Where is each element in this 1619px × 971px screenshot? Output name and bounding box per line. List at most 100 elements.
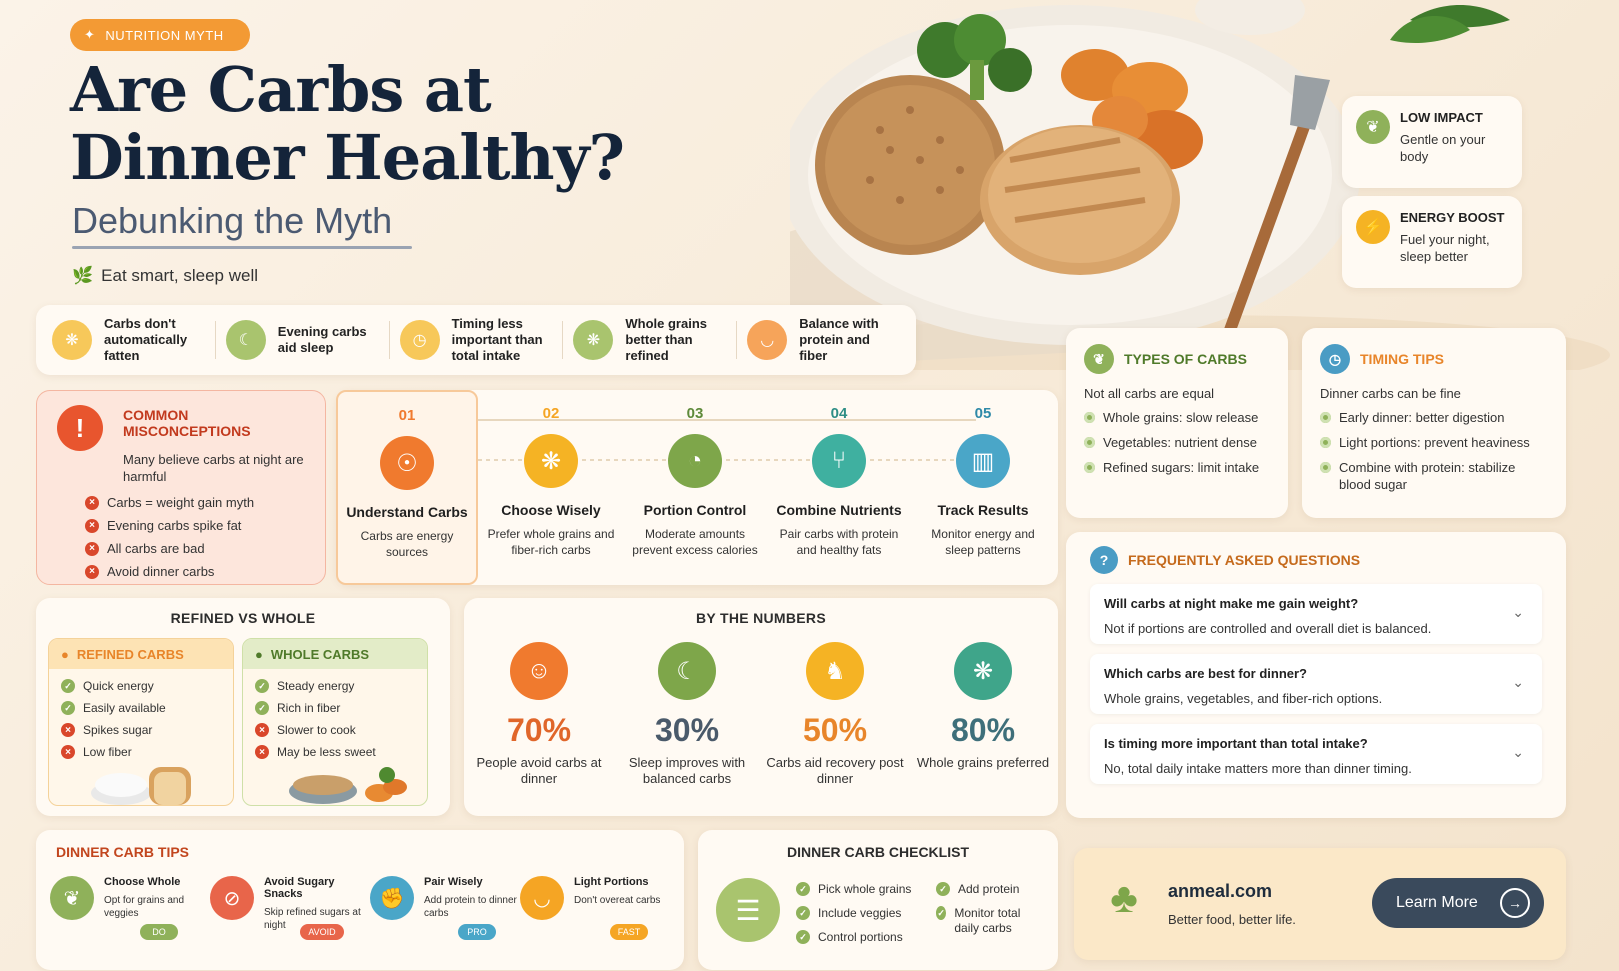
low-impact-title: LOW IMPACT (1400, 110, 1483, 125)
list-item: × May be less sweet (255, 745, 415, 759)
faq-answer: Not if portions are controlled and overa… (1104, 621, 1432, 636)
sprout-logo-icon: ♣ (1110, 874, 1138, 921)
tip-item: ⊘ Avoid Sugary Snacks Skip refined sugars… (210, 876, 370, 932)
moon-icon: ☾ (225, 320, 266, 360)
stat-desc: People avoid carbs at dinner (476, 755, 602, 786)
checklist-item[interactable]: ✓ Control portions (796, 930, 926, 945)
stat-item: ❋ 80% Whole grains preferred (910, 642, 1056, 771)
step-number: 01 (398, 407, 416, 424)
list-item-text: Combine with protein: stabilize blood su… (1339, 460, 1516, 492)
list-item-text: May be less sweet (277, 745, 376, 759)
brand-tagline: Better food, better life. (1168, 912, 1296, 927)
category-badge: ✦ NUTRITION MYTH (70, 19, 250, 51)
faq-title: FREQUENTLY ASKED QUESTIONS (1128, 552, 1361, 568)
step-number: 02 (542, 405, 560, 422)
timing-tips-card: ◷ TIMING TIPS Dinner carbs can be fine E… (1302, 328, 1566, 518)
check-icon: ✓ (255, 679, 269, 693)
fact-text: Evening carbs aid sleep (277, 324, 367, 355)
list-item: × Evening carbs spike fat (53, 518, 309, 533)
runner-icon: ♞ (806, 642, 864, 700)
people-icon: ☺ (510, 642, 568, 700)
lightning-icon: ⚡ (1356, 210, 1390, 244)
fact-item: ❋ Whole grains better than refined (573, 316, 726, 364)
fact-text: Balance with protein and fiber (799, 316, 879, 363)
refined-carbs-column: ● REFINED CARBS ✓ Quick energy ✓ Easily av… (48, 638, 234, 806)
list-item-text: Carbs = weight gain myth (107, 495, 255, 510)
check-icon: ✓ (796, 930, 810, 944)
learn-more-button[interactable]: Learn More → (1372, 878, 1544, 928)
step-desc: Carbs are energy sources (360, 529, 454, 559)
step-desc: Prefer whole grains and fiber-rich carbs (487, 527, 615, 557)
timing-lead: Dinner carbs can be fine (1320, 386, 1461, 401)
check-icon: ✓ (61, 679, 75, 693)
types-title: TYPES OF CARBS (1124, 351, 1247, 367)
wheat-icon: ❋ (52, 320, 92, 360)
fork-knife-icon: ⑂ (812, 434, 866, 488)
dinner-plate-illustration (730, 0, 1619, 395)
low-impact-card: ❦ LOW IMPACT Gentle on your body (1342, 96, 1522, 188)
page-title: Are Carbs at Dinner Healthy? (70, 53, 625, 194)
tips-title: DINNER CARB TIPS (56, 844, 190, 860)
faq-item[interactable]: Will carbs at night make me gain weight?… (1090, 584, 1542, 644)
list-item: × All carbs are bad (53, 541, 309, 556)
list-item-text: Whole grains: slow release (1103, 410, 1259, 425)
faq-item[interactable]: Is timing more important than total inta… (1090, 724, 1542, 784)
checklist-item[interactable]: ✓ Include veggies (796, 906, 926, 921)
list-item-text: Easily available (83, 701, 166, 715)
list-item: Refined sugars: limit intake (1084, 459, 1270, 476)
types-of-carbs-card: ❦ TYPES OF CARBS Not all carbs are equal… (1066, 328, 1288, 518)
list-item: ✓ Rich in fiber (255, 701, 415, 715)
leaf-icon: 🌿 (72, 266, 94, 285)
checklist-item[interactable]: ✓ Add protein (936, 882, 1048, 897)
misconceptions-card: ! COMMON MISCONCEPTIONS Many believe car… (36, 390, 326, 585)
tip-desc: Add protein to dinner carbs (424, 895, 517, 919)
refined-carbs-label: REFINED CARBS (76, 646, 184, 662)
step-name: Combine Nutrients (776, 502, 902, 518)
tip-title: Choose Whole (104, 876, 181, 888)
bullet-icon (1320, 412, 1331, 423)
list-item: Light portions: prevent heaviness (1320, 434, 1548, 451)
tagline: 🌿 Eat smart, sleep well (72, 266, 258, 286)
refined-icon: ● (61, 646, 69, 662)
list-item: × Carbs = weight gain myth (53, 495, 309, 510)
list-item-text: Quick energy (83, 679, 154, 693)
whole-grains-veggies-illustration (289, 767, 407, 804)
bowl-icon: ◡ (747, 320, 788, 360)
checklist-item-text: Monitor total daily carbs (954, 906, 1021, 935)
pie-chart-icon: ◔ (668, 434, 722, 488)
checklist-item[interactable]: ✓ Pick whole grains (796, 882, 926, 897)
check-icon: ✓ (796, 882, 810, 896)
low-impact-desc: Gentle on your body (1400, 132, 1486, 164)
whole-icon: ● (255, 646, 263, 662)
learn-more-label: Learn More (1396, 894, 1478, 911)
tip-title: Light Portions (574, 876, 649, 888)
bullet-icon (1320, 462, 1331, 473)
divider (214, 321, 216, 359)
divider (388, 321, 390, 359)
step-name: Understand Carbs (346, 504, 468, 520)
fact-item: ◡ Balance with protein and fiber (747, 316, 900, 364)
stat-value: 80% (950, 712, 1016, 748)
stat-value: 30% (654, 712, 720, 748)
fact-text: Timing less important than total intake (451, 316, 543, 363)
bowl-icon: ◡ (520, 876, 564, 920)
faq-question: Which carbs are best for dinner? (1104, 666, 1307, 681)
stat-value: 50% (802, 712, 868, 748)
check-icon: ✓ (936, 906, 947, 920)
chevron-down-icon[interactable]: ⌄ (1512, 744, 1524, 760)
sparkle-icon: ✦ (84, 27, 96, 42)
faq-answer: Whole grains, vegetables, and fiber-rich… (1104, 691, 1383, 706)
checklist-item-text: Include veggies (818, 906, 902, 920)
checklist-title: DINNER CARB CHECKLIST (787, 844, 969, 860)
list-item-text: Evening carbs spike fat (107, 518, 242, 533)
chevron-down-icon[interactable]: ⌄ (1512, 674, 1524, 690)
faq-item[interactable]: Which carbs are best for dinner? Whole g… (1090, 654, 1542, 714)
step-name: Portion Control (643, 502, 747, 518)
checklist-item-text: Add protein (958, 882, 1020, 896)
chevron-down-icon[interactable]: ⌄ (1512, 604, 1524, 620)
dinner-carb-tips-card: DINNER CARB TIPS ❦ Choose Whole Opt for g… (36, 830, 684, 970)
x-icon: × (85, 541, 99, 556)
section-title: BY THE NUMBERS (696, 610, 826, 626)
checklist-item[interactable]: ✓ Monitor total daily carbs (936, 906, 1048, 936)
brain-icon: ☉ (380, 436, 434, 490)
